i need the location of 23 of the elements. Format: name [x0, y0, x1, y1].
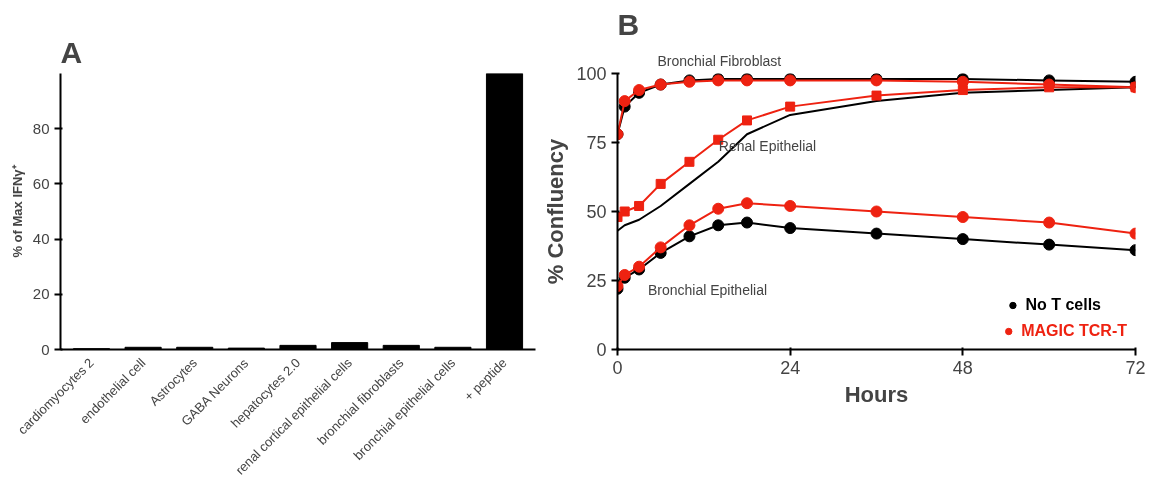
y-tick-label: 50	[586, 202, 607, 222]
chart-title: B	[617, 7, 640, 41]
y-tick-label: 0	[41, 340, 50, 358]
legend-label: No T cells	[1025, 296, 1101, 314]
x-tick-label: 48	[952, 357, 973, 378]
x-tick-label: 0	[612, 357, 623, 378]
x-tick-label: 24	[780, 357, 801, 378]
annotation: Bronchial Epithelial	[647, 281, 768, 298]
y-tick-label: 40	[32, 230, 50, 248]
y-tick-label: 60	[32, 174, 50, 192]
y-tick-label: 0	[596, 340, 607, 360]
text: Bronchial Fibroblast	[657, 52, 782, 69]
y-axis-title: % of Max IFNγ⁺	[9, 164, 25, 258]
x-axis-title: Hours	[844, 381, 909, 407]
y-tick-label: 100	[576, 64, 607, 84]
legend-label: MAGIC TCR-T	[1021, 322, 1127, 340]
y-tick-label: 80	[32, 119, 50, 137]
x-tick-label: 72	[1125, 357, 1146, 378]
y-tick-label: 25	[586, 271, 607, 291]
y-axis-title: % Confluency	[543, 138, 569, 285]
y-tick-label: 75	[586, 133, 607, 153]
chart-title: A	[60, 35, 83, 69]
y-tick-label: 20	[32, 285, 50, 303]
